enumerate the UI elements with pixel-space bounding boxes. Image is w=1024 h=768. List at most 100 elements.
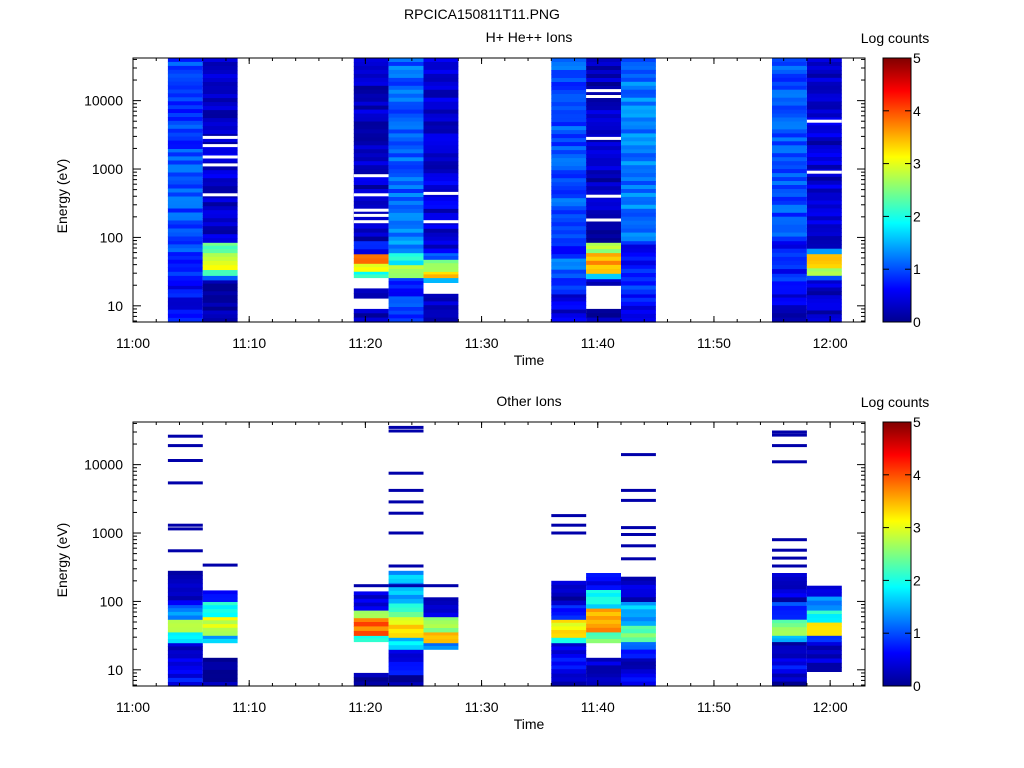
heatmap-cell — [423, 153, 459, 158]
heatmap-cell — [202, 74, 238, 79]
heatmap-cell — [806, 592, 842, 597]
heatmap-cell — [202, 594, 238, 599]
heatmap-cell — [423, 313, 459, 319]
heatmap-cell — [167, 677, 203, 683]
heatmap-cell — [202, 158, 238, 163]
x-tick-label: 12:00 — [813, 699, 848, 715]
colorbar-frame — [882, 421, 912, 687]
heatmap-cell — [353, 169, 389, 174]
heatmap-cell — [167, 192, 203, 198]
heatmap-cell — [353, 89, 389, 95]
y-tick-label: 100 — [100, 593, 124, 609]
heatmap-cell — [388, 58, 424, 63]
single-count-line — [388, 471, 424, 475]
heatmap-cell — [202, 261, 238, 266]
heatmap-cell — [388, 85, 424, 91]
heatmap-cell — [621, 192, 656, 198]
heatmap-cell — [167, 156, 203, 161]
heatmap-cell — [353, 101, 389, 107]
heatmap-cell — [423, 204, 459, 210]
heatmap-cell — [551, 269, 587, 275]
heatmap-cell — [551, 258, 587, 263]
heatmap-cell — [353, 145, 389, 150]
heatmap-cell — [586, 58, 621, 63]
heatmap-cell — [772, 109, 807, 115]
heatmap-cell — [388, 185, 424, 190]
heatmap-cell — [388, 236, 424, 242]
heatmap-cell — [551, 626, 587, 631]
heatmap-cell — [621, 228, 656, 234]
heatmap-cell — [423, 224, 459, 230]
heatmap-cell — [772, 619, 807, 624]
heatmap-cell — [202, 218, 238, 223]
heatmap-cell — [806, 180, 842, 186]
heatmap-cell — [621, 212, 656, 218]
heatmap-cell — [772, 121, 807, 127]
heatmap-cell — [388, 281, 424, 286]
heatmap-cell — [388, 129, 424, 135]
heatmap-cell — [806, 645, 842, 651]
heatmap-cell — [772, 129, 807, 134]
heatmap-cell — [388, 121, 424, 127]
heatmap-cell — [806, 641, 842, 647]
heatmap-cell — [806, 295, 842, 300]
heatmap-cell — [353, 65, 389, 71]
heatmap-cell — [621, 113, 656, 119]
heatmap-cell — [388, 628, 424, 634]
heatmap-cell — [586, 619, 621, 625]
heatmap-cell — [423, 73, 459, 79]
heatmap-cell — [167, 105, 203, 110]
heatmap-cell — [388, 212, 424, 218]
x-tick-label: 11:30 — [465, 335, 499, 351]
heatmap-cell — [423, 597, 459, 602]
heatmap-cell — [167, 604, 203, 609]
heatmap-cell — [423, 624, 459, 629]
heatmap-cell — [423, 308, 459, 314]
single-count-line — [167, 434, 203, 438]
heatmap-cell — [586, 313, 621, 319]
heatmap-cell — [423, 65, 459, 71]
heatmap-cell — [202, 82, 238, 87]
heatmap-cell — [167, 570, 203, 576]
heatmap-cell — [202, 234, 238, 239]
heatmap-cell — [388, 602, 424, 609]
heatmap-cell — [167, 180, 203, 186]
heatmap-cell — [202, 130, 238, 135]
heatmap-cell — [551, 615, 587, 620]
heatmap-cell — [806, 77, 842, 83]
heatmap-cell — [806, 89, 842, 95]
heatmap-cell — [806, 160, 842, 166]
heatmap-cell — [167, 615, 203, 620]
heatmap-cell — [772, 581, 807, 586]
colorbar-tick-label: 2 — [913, 208, 921, 224]
heatmap-cell — [772, 627, 807, 632]
heatmap-cell — [388, 105, 424, 111]
heatmap-cell — [353, 606, 389, 611]
heatmap-cell — [772, 661, 807, 666]
energy-time-column — [621, 58, 656, 323]
heatmap-cell — [551, 126, 587, 131]
heatmap-cell — [388, 228, 424, 234]
heatmap-cell — [388, 653, 424, 659]
energy-time-column — [423, 58, 459, 323]
heatmap-cell — [202, 601, 238, 606]
heatmap-cell — [353, 313, 389, 319]
single-count-line — [167, 481, 203, 485]
heatmap-cell — [388, 670, 424, 676]
energy-time-column — [586, 58, 621, 323]
heatmap-cell — [621, 177, 656, 182]
heatmap-cell — [772, 232, 807, 238]
heatmap-cell — [202, 677, 238, 683]
heatmap-cell — [586, 581, 621, 586]
heatmap-cell — [388, 65, 424, 71]
heatmap-cell — [388, 292, 424, 297]
heatmap-cell — [551, 285, 587, 291]
heatmap-cell — [806, 287, 842, 292]
heatmap-cell — [423, 81, 459, 87]
heatmap-cell — [388, 145, 424, 150]
heatmap-cell — [586, 214, 621, 219]
heatmap-cell — [551, 661, 587, 666]
heatmap-cell — [167, 132, 203, 138]
heatmap-cell — [772, 277, 807, 282]
heatmap-cell — [167, 267, 203, 272]
